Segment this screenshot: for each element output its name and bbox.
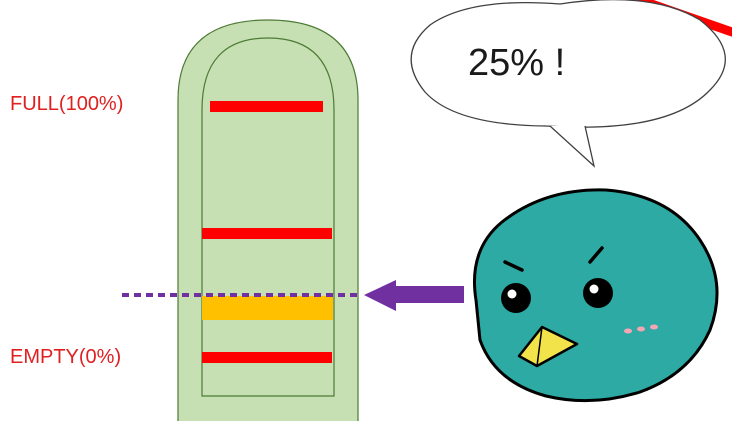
marker-mid	[202, 228, 332, 239]
current-level-bar	[202, 296, 333, 320]
speech-bubble	[410, 0, 726, 168]
marker-empty	[202, 352, 332, 363]
left-eyebrow	[503, 260, 524, 272]
marker-full	[210, 101, 323, 112]
right-eye	[583, 278, 613, 308]
right-eyebrow	[588, 246, 604, 264]
left-eye	[501, 283, 531, 313]
label-empty: EMPTY(0%)	[10, 346, 122, 368]
label-full: FULL(100%)	[10, 93, 124, 115]
beak	[517, 325, 579, 368]
arrow-left-icon	[364, 280, 464, 311]
speech-bubble-text: 25% !	[468, 42, 566, 84]
cheek-blush	[624, 324, 658, 334]
bird-mascot-icon	[472, 188, 719, 403]
tank-inner	[201, 37, 335, 397]
